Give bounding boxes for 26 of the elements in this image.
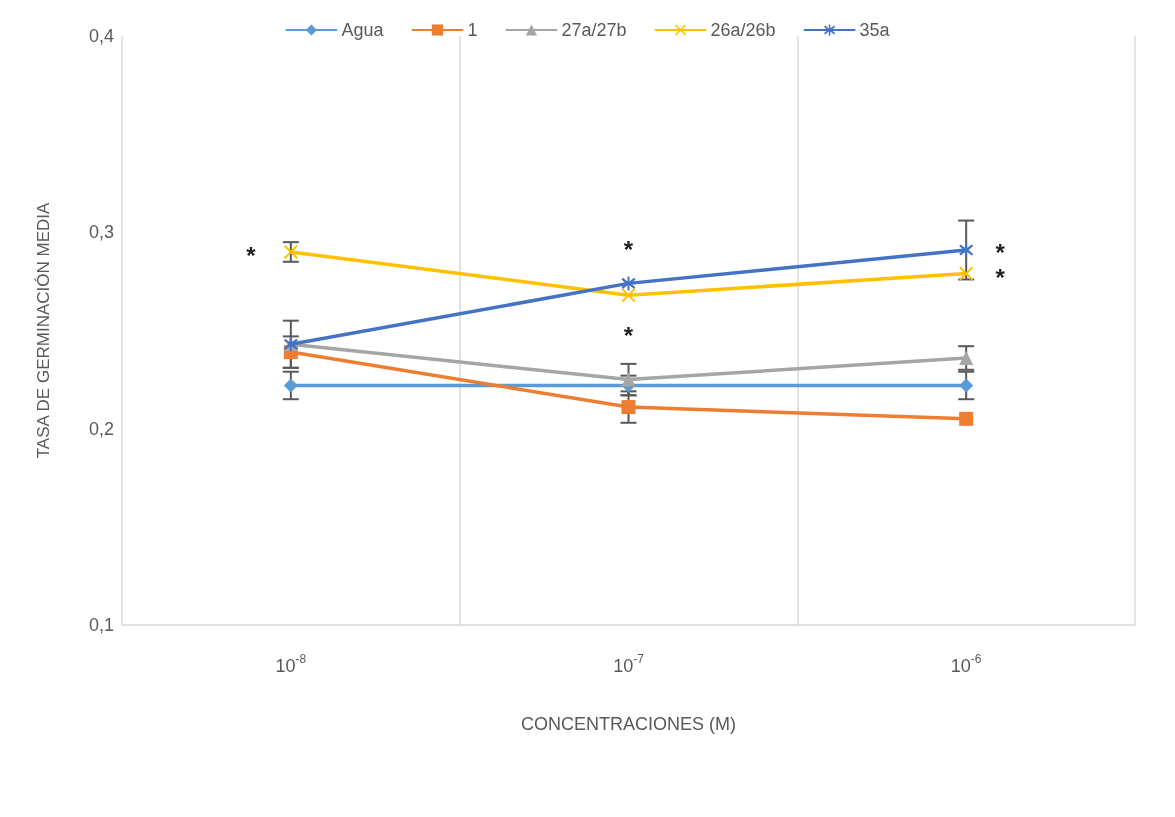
legend-label: Agua	[341, 20, 385, 40]
y-tick-label: 0,2	[88, 418, 114, 439]
y-tick-label: 0,4	[88, 26, 114, 46]
annotation: *	[623, 321, 634, 349]
y-tick-label: 0,1	[88, 615, 114, 635]
point	[621, 372, 636, 387]
point	[283, 378, 298, 393]
point	[621, 400, 636, 415]
point	[283, 244, 298, 259]
y-axis-title: TASA DE GERMINACIÓN MEDIA	[34, 202, 53, 459]
annotation: *	[623, 235, 634, 263]
point	[959, 243, 974, 257]
point	[959, 266, 974, 281]
y-tick-label: 0,3	[88, 222, 114, 243]
legend-label: 35a	[859, 20, 891, 40]
legend-label: 27a/27b	[561, 20, 627, 40]
point	[959, 411, 974, 426]
annotation: *	[246, 242, 257, 270]
legend-label: 1	[467, 20, 478, 40]
annotation: *	[995, 264, 1006, 292]
x-axis-title: CONCENTRACIONES (M)	[521, 714, 736, 734]
point	[621, 288, 636, 303]
point	[959, 350, 974, 365]
annotation: *	[995, 238, 1006, 266]
legend-label: 26a/26b	[710, 20, 776, 40]
point	[959, 378, 974, 393]
